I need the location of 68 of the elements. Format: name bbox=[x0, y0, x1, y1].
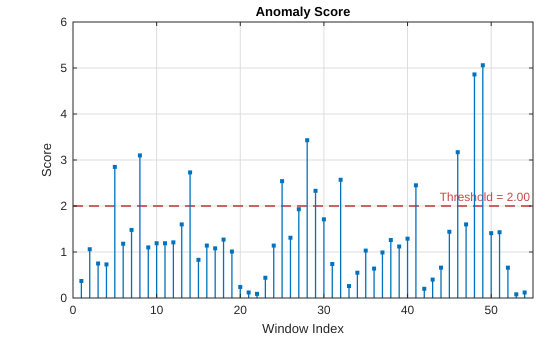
point bbox=[506, 266, 510, 270]
y-tick-label: 4 bbox=[60, 107, 68, 121]
point bbox=[230, 250, 234, 254]
x-axis-title: Window Index bbox=[262, 321, 344, 336]
point bbox=[96, 262, 100, 266]
point bbox=[422, 286, 426, 291]
point bbox=[456, 150, 460, 154]
point bbox=[213, 246, 218, 250]
point bbox=[380, 250, 384, 254]
point bbox=[171, 240, 176, 244]
y-tick-label: 1 bbox=[60, 245, 68, 259]
point bbox=[146, 245, 150, 250]
x-tick-label: 50 bbox=[484, 303, 498, 317]
point bbox=[154, 241, 159, 246]
point bbox=[138, 153, 142, 158]
point bbox=[414, 183, 418, 188]
x-tick-label: 40 bbox=[400, 303, 415, 317]
point bbox=[204, 244, 209, 248]
point bbox=[130, 228, 134, 232]
point bbox=[238, 284, 242, 289]
point bbox=[296, 207, 301, 212]
point bbox=[447, 230, 452, 234]
x-tick-label: 20 bbox=[234, 303, 248, 317]
point bbox=[472, 72, 476, 76]
point bbox=[480, 63, 485, 68]
x-tick-label: 10 bbox=[150, 303, 164, 317]
point bbox=[272, 244, 276, 248]
y-axis-title: Score bbox=[39, 143, 54, 177]
point bbox=[163, 241, 167, 246]
point bbox=[180, 222, 184, 226]
point bbox=[397, 244, 402, 248]
point bbox=[464, 222, 468, 226]
y-tick-label: 6 bbox=[60, 15, 68, 29]
point bbox=[314, 188, 318, 193]
point bbox=[188, 170, 192, 174]
point bbox=[489, 231, 494, 236]
point bbox=[263, 276, 268, 280]
x-tick-label: 30 bbox=[317, 303, 331, 317]
point bbox=[522, 290, 527, 294]
point bbox=[280, 179, 284, 184]
point bbox=[88, 247, 92, 252]
point bbox=[222, 238, 226, 242]
y-tick-label: 5 bbox=[60, 61, 68, 75]
point bbox=[338, 178, 343, 182]
point bbox=[121, 242, 126, 246]
y-tick-label: 0 bbox=[60, 291, 68, 305]
point bbox=[112, 164, 117, 169]
point bbox=[439, 266, 443, 270]
point bbox=[288, 236, 292, 240]
point bbox=[246, 290, 251, 294]
point bbox=[322, 217, 326, 222]
point bbox=[196, 258, 200, 262]
point bbox=[498, 230, 502, 234]
point bbox=[79, 278, 84, 283]
y-tick-label: 3 bbox=[60, 153, 68, 167]
point bbox=[406, 236, 410, 241]
point bbox=[355, 270, 360, 275]
x-tick-label: 0 bbox=[70, 303, 77, 317]
point bbox=[104, 262, 108, 266]
point bbox=[347, 284, 351, 288]
point bbox=[330, 262, 334, 266]
point bbox=[388, 238, 393, 242]
chart-title: Anomaly Score bbox=[256, 4, 350, 19]
point bbox=[430, 278, 435, 282]
point bbox=[364, 248, 368, 253]
y-tick-label: 2 bbox=[60, 199, 68, 213]
point bbox=[372, 266, 376, 271]
point bbox=[305, 138, 310, 142]
